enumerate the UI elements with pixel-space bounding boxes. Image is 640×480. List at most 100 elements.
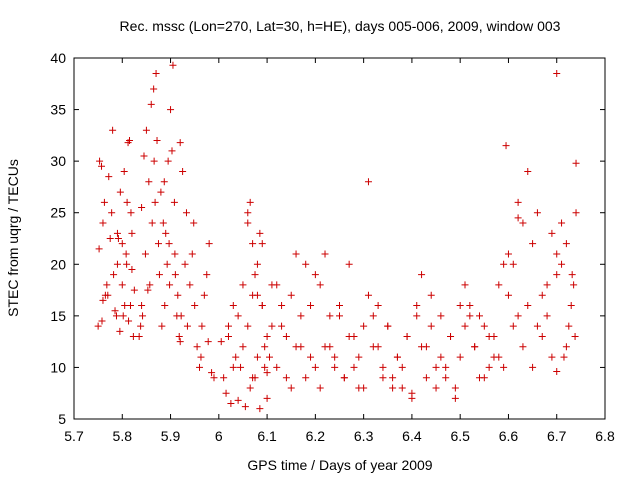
data-point [273,281,281,289]
data-point [177,312,185,320]
y-tick-label: 35 [50,102,66,118]
data-point [140,152,148,160]
y-tick-label: 20 [50,256,66,272]
data-point [336,302,343,310]
x-tick-label: 6.5 [450,428,470,444]
data-point [118,240,126,248]
data-point [560,353,568,361]
data-point [112,312,120,320]
data-point [159,219,167,227]
data-point [442,374,450,382]
data-point [538,291,546,299]
data-point [471,343,479,351]
data-point [154,240,162,248]
y-tick-label: 30 [50,153,66,169]
data-point [176,338,184,346]
data-point [130,286,138,294]
data-point [253,353,261,361]
data-point [572,159,580,167]
x-tick-label: 5.8 [113,428,133,444]
data-point [101,291,109,299]
data-point [166,281,174,289]
data-point [100,198,108,206]
y-tick-label: 15 [50,308,66,324]
data-point [389,384,397,392]
data-point [157,188,165,196]
data-point [246,198,254,206]
data-point [122,250,130,258]
data-point [139,312,147,320]
x-tick-label: 5.9 [161,428,181,444]
data-point [360,322,368,330]
data-point [495,281,503,289]
data-point [261,363,269,371]
data-point [188,250,196,258]
data-point [524,302,532,310]
data-point [340,374,348,382]
y-tick-label: 25 [50,205,66,221]
data-point [350,332,358,340]
data-point [509,322,517,330]
data-point [193,343,201,351]
data-point [109,126,117,134]
data-point [261,343,269,351]
data-point [118,281,126,289]
data-point [562,343,570,351]
data-point [292,250,300,258]
data-point [160,178,168,186]
data-point [514,214,522,222]
data-point [98,162,106,170]
data-point [198,322,206,330]
data-point [398,363,406,371]
data-point [558,219,566,227]
data-point [246,384,254,392]
x-tick-label: 6.4 [402,428,422,444]
data-point [437,312,445,320]
data-point [502,142,510,150]
data-point [171,250,179,258]
plot-frame [73,57,606,420]
y-tick-label: 5 [58,411,66,427]
data-point [442,363,450,371]
data-point [263,332,271,340]
data-point [266,353,274,361]
data-point [126,302,134,310]
data-point [350,363,358,371]
x-tick-label: 6.2 [306,428,326,444]
data-point [567,302,575,310]
data-point [568,271,576,279]
x-tick-label: 5.7 [64,428,84,444]
data-point [150,85,158,93]
data-point [95,245,103,253]
data-point [307,302,315,310]
data-point [389,374,397,382]
data-point [138,204,146,212]
data-point [374,343,382,351]
data-point [186,281,194,289]
data-point [241,403,249,411]
data-point [485,332,493,340]
x-axis-label: GPS time / Days of year 2009 [247,457,432,473]
data-point [119,312,127,320]
data-point [451,384,459,392]
data-point [123,198,131,206]
data-point [135,332,143,340]
data-point [336,312,343,320]
data-point [162,229,170,237]
data-point [167,106,175,114]
data-point [529,363,537,371]
data-point [124,139,132,147]
data-point [447,332,455,340]
data-point [103,281,111,289]
data-point [331,363,339,371]
data-point [169,61,177,69]
data-point [287,291,295,299]
data-point [239,281,247,289]
data-point [239,343,247,351]
data-point [222,389,230,397]
data-point [153,137,161,145]
data-point [203,271,211,279]
data-point [504,291,512,299]
data-point [145,178,153,186]
